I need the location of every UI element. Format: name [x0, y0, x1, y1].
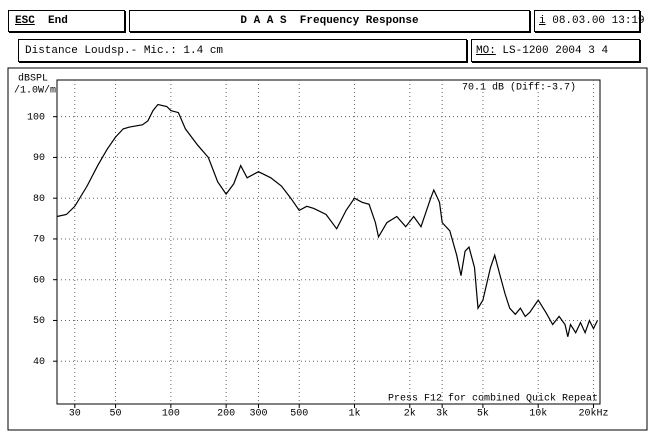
y-tick-label: 70: [33, 235, 45, 246]
y-tick-label: 40: [33, 357, 45, 368]
y-label: dBSPL: [18, 73, 48, 85]
x-tick-label: 20kHz: [578, 408, 608, 420]
x-tick-label: 3k: [436, 408, 448, 420]
x-tick-label: 100: [162, 409, 180, 420]
title: D A A S Frequency Response: [240, 15, 419, 27]
end-label: End: [48, 15, 68, 27]
info-key[interactable]: i: [539, 15, 546, 27]
model-key[interactable]: MO:: [476, 44, 496, 57]
esc-key: ESC: [15, 15, 35, 27]
y-tick-label: 90: [33, 153, 45, 164]
y-tick-label: 80: [33, 194, 45, 205]
response-curve: [56, 103, 598, 337]
x-tick-label: 30: [69, 409, 81, 420]
x-tick-label: 5k: [477, 408, 489, 420]
x-tick-label: 2k: [404, 408, 416, 420]
model: LS-1200 2004 3 4: [502, 44, 609, 57]
y-label-unit: /1.0W/m: [14, 85, 56, 97]
chart-frame: [7, 67, 648, 431]
x-tick-label: 300: [249, 409, 267, 420]
footer: Press F12 for combined Quick Repeat: [388, 393, 598, 405]
plot-area: [56, 79, 601, 405]
esc-button[interactable]: ESC End: [8, 10, 125, 32]
x-tick-label: 500: [290, 409, 308, 420]
x-tick-label: 50: [110, 409, 122, 420]
date-box: i 08.03.00 13:19: [534, 10, 645, 32]
annotation: 70.1 dB (Diff:-3.7): [462, 82, 576, 94]
datetime: 08.03.00 13:19: [552, 15, 645, 27]
distance-box: Distance Loudsp.- Mic.: 1.4 cm: [18, 39, 467, 62]
model-box: MO: LS-1200 2004 3 4: [471, 39, 640, 62]
x-tick-label: 1k: [349, 408, 361, 420]
x-tick-label: 200: [217, 409, 235, 420]
distance: Distance Loudsp.- Mic.: 1.4 cm: [25, 44, 224, 57]
title-box: D A A S Frequency Response: [129, 10, 530, 32]
x-tick-label: 10k: [529, 408, 547, 420]
y-tick-label: 50: [33, 316, 45, 327]
y-tick-label: 60: [33, 275, 45, 286]
y-tick-label: 100: [27, 112, 45, 123]
